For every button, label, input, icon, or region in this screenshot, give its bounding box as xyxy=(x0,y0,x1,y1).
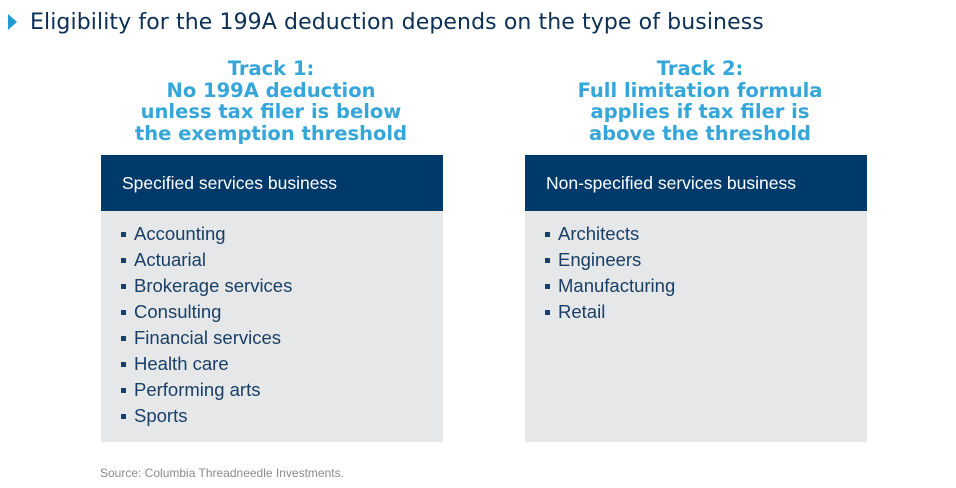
list-item-label: Health care xyxy=(134,353,229,374)
list-item-label: Performing arts xyxy=(134,379,261,400)
list-item: Financial services xyxy=(121,325,443,351)
bullet-icon xyxy=(545,283,550,289)
list-item-label: Architects xyxy=(558,223,640,244)
list-item-label: Brokerage services xyxy=(134,275,293,296)
track-2-heading-line: above the threshold xyxy=(588,121,812,145)
list-item-label: Financial services xyxy=(134,327,282,348)
bullet-icon xyxy=(545,257,550,263)
list-item-label: Accounting xyxy=(134,223,226,244)
bullet-icon xyxy=(545,231,550,237)
list-item-label: Consulting xyxy=(134,301,222,322)
list-item-label: Retail xyxy=(558,301,606,322)
track-1-heading-line: No 199A deduction xyxy=(166,78,376,102)
panel-header: Non-specified services business xyxy=(525,155,867,211)
bullet-icon xyxy=(545,309,550,315)
list-item: Accounting xyxy=(121,221,443,247)
list-item: Brokerage services xyxy=(121,273,443,299)
list-item-label: Engineers xyxy=(558,249,642,270)
list-item: Performing arts xyxy=(121,377,443,403)
list-item: Manufacturing xyxy=(545,273,867,299)
list-item-label: Sports xyxy=(134,405,188,426)
track-2-heading-line: Full limitation formula xyxy=(577,78,823,102)
specified-services-panel: Specified services business Accounting A… xyxy=(101,155,443,442)
panel-header: Specified services business xyxy=(101,155,443,211)
track-1-heading: Track 1: No 199A deduction unless tax fi… xyxy=(101,58,441,144)
list-item: Actuarial xyxy=(121,247,443,273)
bullet-icon xyxy=(121,387,126,393)
bullet-icon xyxy=(121,361,126,367)
source-note: Source: Columbia Threadneedle Investment… xyxy=(100,466,344,480)
bullet-icon xyxy=(121,309,126,315)
bullet-icon xyxy=(121,283,126,289)
track-2-heading: Track 2: Full limitation formula applies… xyxy=(530,58,870,144)
bullet-icon xyxy=(121,231,126,237)
track-1-heading-line: Track 1: xyxy=(227,57,315,80)
bullet-icon xyxy=(121,257,126,263)
list-item-label: Manufacturing xyxy=(558,275,676,296)
list-item: Engineers xyxy=(545,247,867,273)
title-row: Eligibility for the 199A deduction depen… xyxy=(8,7,764,37)
business-list: Architects Engineers Manufacturing Retai… xyxy=(525,211,867,325)
list-item: Retail xyxy=(545,299,867,325)
track-2-heading-line: Track 2: xyxy=(656,57,744,80)
track-1-heading-line: the exemption threshold xyxy=(134,121,408,145)
list-item: Architects xyxy=(545,221,867,247)
bullet-icon xyxy=(121,413,126,419)
bullet-icon xyxy=(121,335,126,341)
business-list: Accounting Actuarial Brokerage services … xyxy=(101,211,443,429)
non-specified-services-panel: Non-specified services business Architec… xyxy=(525,155,867,442)
title-arrow-icon xyxy=(8,14,17,30)
page-title: Eligibility for the 199A deduction depen… xyxy=(30,9,764,35)
track-1-heading-line: unless tax filer is below xyxy=(140,100,402,123)
list-item-label: Actuarial xyxy=(134,249,206,270)
list-item: Sports xyxy=(121,403,443,429)
list-item: Health care xyxy=(121,351,443,377)
track-2-heading-line: applies if tax filer is xyxy=(590,100,810,123)
list-item: Consulting xyxy=(121,299,443,325)
